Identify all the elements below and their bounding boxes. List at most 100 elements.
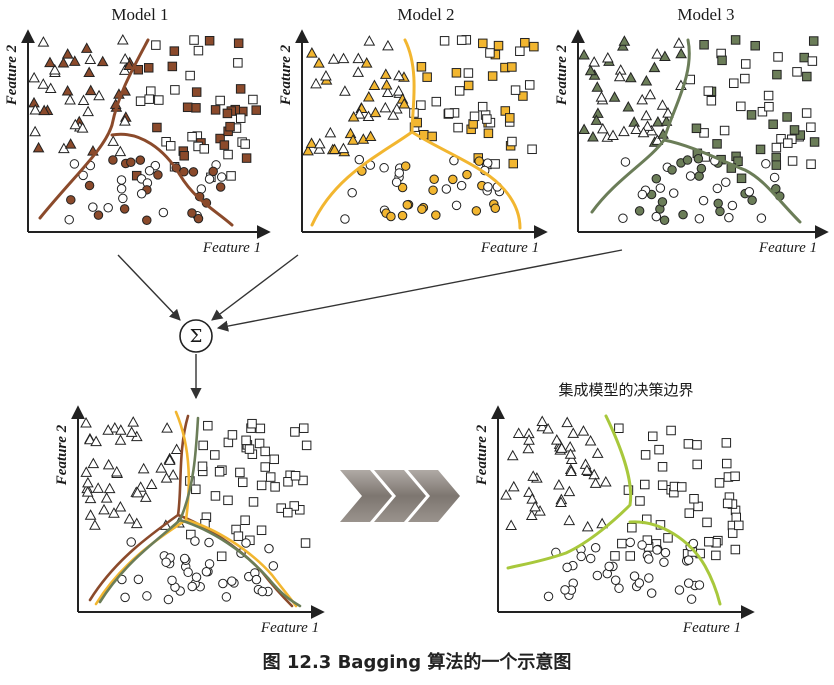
triangle-point (607, 129, 619, 140)
circle-point (678, 209, 688, 220)
triangle-point (90, 435, 102, 447)
square-point (740, 73, 750, 84)
triangle-point (564, 448, 577, 459)
triangle-point (61, 84, 74, 96)
circle-point (655, 183, 666, 193)
triangle-point (591, 81, 604, 92)
triangle-point (145, 478, 158, 490)
square-point (703, 86, 714, 96)
triangle-point (587, 130, 599, 142)
square-point (191, 87, 202, 97)
square-point (233, 58, 243, 68)
model1-ylabel: Feature 2 (4, 44, 20, 106)
circle-point (257, 586, 268, 597)
circle-point (483, 182, 493, 192)
circle-point (69, 159, 80, 169)
triangle-point (313, 143, 326, 154)
triangle-point (347, 134, 359, 145)
triangle-point (529, 500, 541, 512)
square-point (301, 440, 312, 451)
triangle-point (644, 88, 657, 100)
model1-title: Model 1 (111, 5, 168, 24)
triangle-point (137, 462, 150, 474)
triangle-point (163, 454, 176, 465)
triangle-point (131, 486, 144, 498)
square-point (520, 37, 530, 48)
triangle-point (80, 466, 93, 477)
square-point (244, 444, 255, 454)
square-point (427, 131, 437, 142)
circle-point (712, 183, 723, 194)
square-point (240, 139, 250, 149)
triangle-point (119, 115, 131, 126)
square-point (451, 68, 462, 78)
circle-point (208, 166, 218, 177)
square-point (143, 63, 154, 73)
triangle-point (119, 52, 132, 64)
triangle-point (80, 417, 92, 428)
square-point (463, 68, 474, 78)
square-point (154, 95, 164, 105)
triangle-point (82, 105, 94, 117)
triangle-point (93, 89, 105, 101)
triangle-point (555, 496, 567, 508)
circle-point (721, 177, 731, 188)
triangle-point (613, 70, 626, 82)
circle-point (604, 561, 614, 572)
model2-title: Model 2 (397, 5, 454, 24)
triangle-point (599, 475, 612, 487)
triangle-point (596, 122, 609, 134)
square-point (240, 515, 250, 525)
circle-point (659, 215, 670, 226)
arrow-model2-to-sigma (211, 254, 299, 321)
square-point (640, 450, 651, 460)
circle-point (218, 578, 228, 589)
model1-boundary (38, 38, 234, 227)
arrow-model1-to-sigma (117, 254, 181, 321)
square-point (233, 531, 244, 541)
triangle-point (69, 118, 82, 130)
circle-point (251, 574, 262, 585)
square-point (290, 471, 301, 481)
triangle-point (578, 48, 590, 60)
square-point (515, 46, 525, 56)
circle-point (431, 210, 441, 220)
square-point (225, 121, 235, 132)
circle-point (660, 547, 671, 558)
triangle-point (567, 427, 580, 438)
circle-point (191, 572, 202, 583)
square-point (456, 35, 467, 45)
square-point (444, 108, 454, 118)
circle-point (84, 180, 95, 191)
triangle-point (38, 104, 50, 116)
square-point (806, 159, 816, 169)
triangle-point (353, 108, 366, 119)
triangle-point (61, 48, 74, 59)
model2-points (302, 35, 539, 224)
square-point (727, 528, 738, 538)
triangle-point (651, 48, 664, 59)
square-point (702, 517, 712, 528)
triangle-point (659, 50, 671, 62)
triangle-point (591, 447, 604, 458)
circle-point (451, 200, 462, 211)
combined-axes (71, 405, 325, 619)
sigma-circle (179, 319, 213, 353)
circle-point (761, 159, 771, 169)
square-point (529, 41, 539, 52)
triangle-point (550, 434, 563, 445)
combined-xlabel: Feature 1 (260, 620, 319, 636)
combined-points (80, 416, 312, 605)
combined-panel: Feature 2 Feature 1 (54, 405, 325, 636)
model3-axes (571, 29, 829, 239)
square-point (135, 96, 146, 106)
square-point (640, 479, 650, 490)
circle-point (618, 213, 628, 224)
triangle-point (102, 458, 115, 470)
square-point (807, 56, 818, 66)
triangle-point (107, 135, 120, 146)
triangle-point (648, 61, 661, 73)
square-point (808, 36, 819, 46)
triangle-point (380, 78, 393, 90)
square-point (227, 430, 238, 440)
